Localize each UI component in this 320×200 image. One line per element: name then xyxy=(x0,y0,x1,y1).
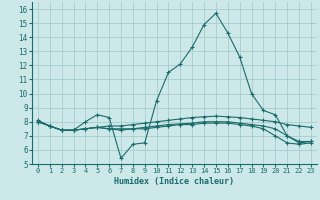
X-axis label: Humidex (Indice chaleur): Humidex (Indice chaleur) xyxy=(115,177,234,186)
